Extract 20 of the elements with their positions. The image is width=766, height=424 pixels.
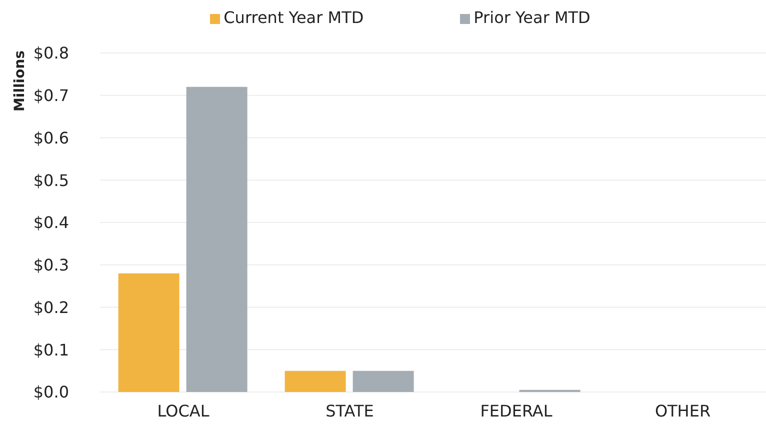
bar — [284, 370, 346, 392]
legend-label: Current Year MTD — [224, 8, 364, 27]
y-tick-label: $0.6 — [33, 128, 69, 148]
y-tick-label: $0.4 — [33, 213, 69, 232]
legend-label: Prior Year MTD — [474, 8, 590, 27]
bar — [118, 273, 180, 392]
x-tick-label: FEDERAL — [480, 401, 552, 420]
y-tick-label: $0.2 — [33, 298, 69, 317]
x-tick-label: OTHER — [654, 401, 711, 420]
y-tick-label: $0.5 — [33, 170, 69, 190]
x-tick-label: LOCAL — [157, 401, 210, 420]
y-tick-label: $0.1 — [33, 340, 69, 360]
bar — [186, 86, 248, 392]
y-tick-label: $0.7 — [33, 86, 69, 106]
y-tick-label: $0.8 — [33, 44, 69, 63]
x-tick-label: STATE — [326, 401, 374, 420]
y-axis-title: Millions — [12, 50, 28, 112]
y-tick-label: $0.0 — [33, 382, 69, 402]
bar — [352, 370, 414, 392]
y-tick-label: $0.3 — [33, 256, 69, 275]
